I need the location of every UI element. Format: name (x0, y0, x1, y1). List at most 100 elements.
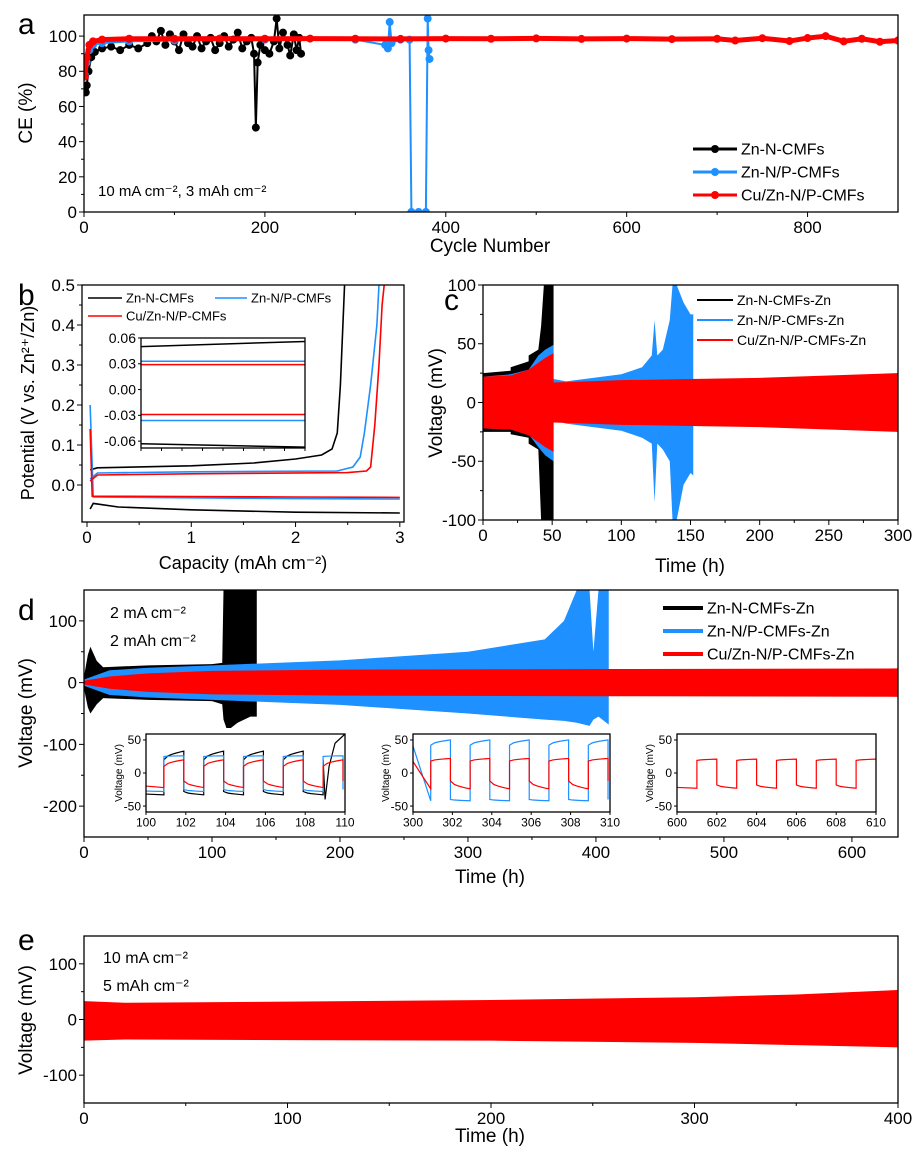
y-axis-label: Voltage (mV) (16, 965, 37, 1075)
annotation: 2 mA cm⁻² (110, 605, 187, 622)
legend-label: Zn-N-CMFs (741, 142, 825, 159)
inset-curve (413, 757, 609, 791)
data-point (875, 37, 884, 46)
y-tick-label: 0.06 (109, 330, 136, 346)
x-tick-label: 300 (403, 815, 423, 829)
data-point (272, 15, 281, 23)
y-tick-label: -0.03 (104, 407, 136, 423)
panel-a: 0 200 400 600 800 0 20 40 60 80 100 (49, 14, 899, 237)
x-tick-label: 0 (79, 1109, 88, 1128)
inset-curve (413, 739, 609, 802)
y-tick-label: 100 (448, 276, 476, 295)
x-tick-label: 100 (273, 1109, 301, 1128)
y-tick-label: 100 (49, 955, 77, 974)
plot-area (146, 734, 345, 800)
x-tick-label: 0 (82, 528, 91, 547)
data-point (622, 34, 631, 43)
x-tick-label: 150 (676, 526, 704, 545)
legend-label: Zn-N/P-CMFs (741, 165, 840, 182)
x-tick-label: 300 (884, 526, 912, 545)
y-tick-label: 0.00 (109, 381, 136, 397)
x-tick-label: 250 (815, 526, 843, 545)
data-point (425, 54, 434, 63)
plot-frame (676, 733, 877, 813)
panel-d-inset-1: 300 302 304 306 308 310 -50 0 50 (391, 733, 621, 829)
x-tick-label: 306 (521, 815, 541, 829)
axes: -0.06 -0.03 0.00 0.03 0.06 (104, 330, 306, 451)
legend-label: Zn-N/P-CMFs (251, 291, 332, 306)
y-axis-label: CE (%) (16, 82, 37, 143)
data-point (283, 40, 292, 49)
annotation: 2 mAh cm⁻² (110, 633, 196, 650)
inset-curve (146, 759, 344, 789)
annotation: 10 mA cm⁻², 3 mAh cm⁻² (98, 183, 266, 200)
y-tick-label: -50 (124, 799, 142, 813)
x-tick-label: 304 (482, 815, 502, 829)
plot-area (483, 285, 898, 520)
axes: 300 302 304 306 308 310 -50 0 50 (391, 733, 621, 829)
data-point (275, 44, 284, 53)
data-point (396, 34, 405, 43)
curve-stripping (89, 285, 346, 471)
legend-marker (711, 145, 719, 153)
data-point (84, 53, 91, 62)
data-point (894, 36, 898, 45)
data-point (107, 42, 116, 51)
plot-area (677, 758, 876, 789)
x-tick-label: 604 (747, 815, 767, 829)
y-axis-label: Potential (V vs. Zn²⁺/Zn) (18, 306, 38, 501)
panel-d-inset-2: 600 602 604 606 608 610 -50 0 50 (655, 733, 887, 829)
y-tick-label: 50 (457, 335, 476, 354)
data-point (385, 18, 394, 27)
data-point (423, 15, 432, 23)
legend-label: Zn-N/P-CMFs-Zn (737, 312, 844, 328)
y-tick-label: -100 (442, 511, 476, 530)
x-tick-label: 310 (600, 815, 620, 829)
voltage-band (84, 668, 898, 697)
plot-area (84, 15, 898, 212)
data-point (256, 40, 265, 49)
inset-line (141, 340, 305, 348)
data-point (156, 26, 165, 35)
data-point (421, 208, 430, 212)
x-tick-label: 600 (612, 218, 640, 237)
curve-plating (89, 404, 400, 500)
plot-frame (83, 589, 899, 838)
data-point (414, 208, 423, 212)
y-tick-label: 0.1 (51, 436, 75, 455)
data-point (233, 28, 242, 37)
axes: 100 102 104 106 108 110 -50 0 50 (124, 733, 355, 829)
data-point (424, 46, 433, 55)
data-point (278, 28, 287, 37)
legend-label: Cu/Zn-N/P-CMFs-Zn (707, 647, 855, 664)
y-tick-label: -100 (43, 1066, 77, 1085)
data-point (532, 34, 541, 43)
legend: Zn-N-CMFs Zn-N/P-CMFs Cu/Zn-N/P-CMFs (693, 142, 865, 205)
legend-label: Zn-N-CMFs (126, 291, 194, 306)
x-tick-label: 3 (395, 528, 404, 547)
y-tick-label: -50 (391, 799, 409, 813)
panel-e: 0 100 200 300 400 -100 0 100 (43, 935, 912, 1128)
data-point (161, 40, 170, 49)
x-tick-label: 300 (454, 843, 482, 862)
y-tick-label: 0.2 (51, 396, 75, 415)
plot-area (141, 340, 305, 448)
data-point (238, 44, 247, 53)
legend-label: Cu/Zn-N/P-CMFs (741, 188, 865, 205)
x-tick-label: 400 (582, 843, 610, 862)
data-point (487, 34, 495, 43)
voltage-band (483, 353, 898, 452)
panel-label-a: a (18, 8, 35, 41)
inset-line (141, 442, 305, 448)
x-tick-label: 302 (442, 815, 462, 829)
plot-frame (145, 733, 346, 813)
annotation: 5 mAh cm⁻² (103, 978, 189, 995)
plot-area (84, 989, 898, 1048)
y-tick-label: 0.4 (51, 316, 75, 335)
panel-label-b: b (18, 279, 35, 312)
y-tick-label: 0 (68, 1010, 77, 1029)
y-tick-label: 0.0 (51, 476, 75, 495)
curve-stripping (89, 285, 380, 480)
plot-area (84, 590, 898, 731)
x-tick-label: 200 (477, 1109, 505, 1128)
